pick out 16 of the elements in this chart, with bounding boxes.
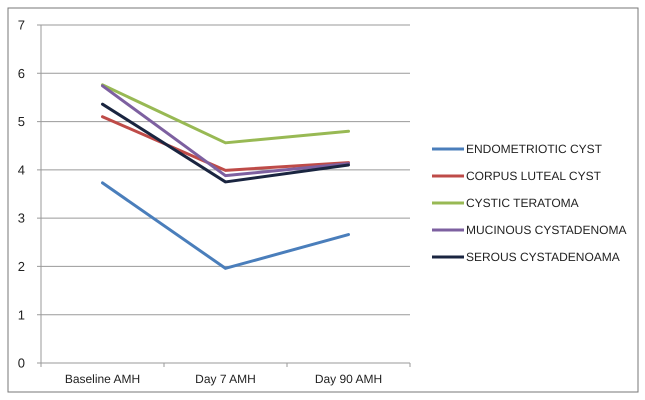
y-tick-label: 2	[18, 258, 25, 274]
legend-label: SEROUS CYSTADENOAMA	[466, 250, 620, 264]
y-tick-label: 7	[18, 18, 25, 33]
y-tick-label: 0	[18, 356, 25, 371]
y-tick-label: 4	[18, 162, 25, 178]
y-tick-label: 3	[18, 210, 25, 226]
x-tick-label: Day 7 AMH	[195, 372, 256, 386]
x-tick-label: Day 90 AMH	[314, 372, 382, 386]
y-tick-label: 1	[18, 307, 25, 322]
legend-label: CYSTIC TERATOMA	[466, 196, 579, 210]
x-tick-label: Baseline AMH	[64, 372, 140, 386]
y-tick-label: 5	[18, 114, 25, 130]
legend-label: ENDOMETRIOTIC CYST	[466, 142, 603, 156]
y-tick-label: 6	[18, 66, 25, 81]
legend-label: CORPUS LUTEAL CYST	[466, 169, 602, 184]
legend-label: MUCINOUS CYSTADENOMA	[466, 223, 626, 238]
